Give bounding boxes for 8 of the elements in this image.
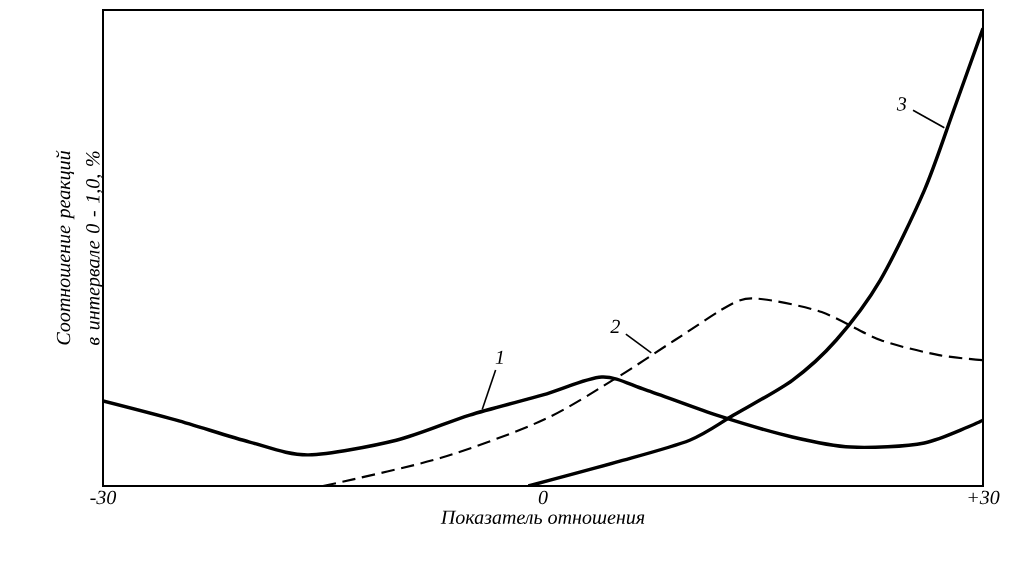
- text: 3: [896, 97, 907, 111]
- x-axis-title: Показатель отношения: [440, 510, 645, 525]
- x-tick-label: -30: [90, 490, 117, 505]
- y-axis-title: Соотношение реакций в интервале 0 - 1,0, %: [55, 150, 104, 345]
- text: 1: [495, 350, 503, 364]
- x-tick-label: 0: [538, 490, 548, 505]
- x-tick-label: +30: [968, 490, 1000, 505]
- series-label: 2: [610, 319, 620, 334]
